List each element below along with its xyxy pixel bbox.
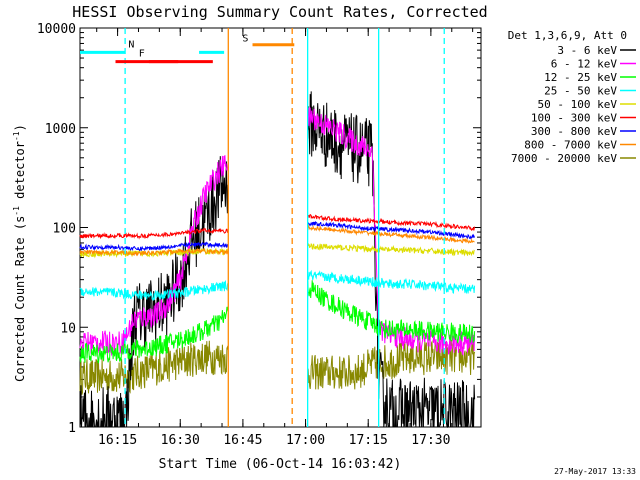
x-tick-label: 17:15 (349, 433, 388, 448)
y-tick-label: 100 (53, 222, 76, 237)
series-25to50keV-kev (79, 269, 476, 301)
series-line (79, 227, 228, 240)
legend-label: 6 - 12 keV (551, 58, 618, 71)
y-axis-label: Corrected Count Rate (s-1 detector-1) (12, 124, 27, 382)
legend-label: 12 - 25 keV (544, 71, 617, 84)
x-tick-label: 16:15 (98, 433, 137, 448)
series-100to300keV-kev (79, 213, 476, 240)
series-line (79, 340, 229, 396)
series-layer (79, 91, 476, 429)
legend-label: 25 - 50 keV (544, 85, 617, 98)
flag-letter-f: F (139, 49, 145, 60)
legend-label: 300 - 800 keV (531, 125, 617, 138)
y-axis-label-sup1: -1 (12, 206, 21, 216)
legend-label: 800 - 7000 keV (524, 139, 617, 152)
x-tick-label: 16:45 (223, 433, 262, 448)
series-line (307, 339, 476, 390)
y-axis-label-sup2: -1 (12, 131, 21, 141)
series-line (307, 213, 476, 232)
series-6to12keV-kev (79, 107, 476, 357)
legend-label: 3 - 6 keV (557, 44, 617, 57)
y-tick-label: 1 (68, 421, 76, 436)
flag-letter-s: S (242, 34, 248, 45)
svg-text:Corrected Count Rate (s-1 dete: Corrected Count Rate (s-1 detector-1) (12, 124, 27, 382)
y-axis-label-mid: detector (13, 141, 27, 206)
x-tick-label: 17:00 (286, 433, 325, 448)
series-12to25keV-kev (79, 280, 476, 364)
legend-label: 50 - 100 keV (538, 98, 618, 111)
legend-label: 100 - 300 keV (531, 112, 617, 125)
y-tick-label: 1000 (45, 122, 76, 137)
x-tick-label: 17:30 (411, 433, 450, 448)
y-axis-label-main: Corrected Count Rate (s (13, 216, 27, 382)
flag-letter-n: N (128, 39, 134, 50)
series-line (79, 247, 229, 257)
legend-header: Det 1,3,6,9, Att 0 (508, 29, 627, 42)
series-800to7000keV-kev (79, 223, 475, 257)
chart-title: HESSI Observing Summary Count Rates, Cor… (72, 3, 487, 21)
series-3to6keV-kev (79, 91, 476, 429)
series-line (307, 220, 476, 240)
series-line (79, 155, 229, 357)
x-tick-label: 16:30 (161, 433, 200, 448)
series-line (307, 242, 475, 257)
series-line (307, 280, 476, 344)
series-line (79, 156, 229, 428)
series-line (79, 279, 229, 301)
plot-axes: 1 10 100 1000 10000 16:15 16:30 16:45 17:00 17:15… (37, 22, 482, 448)
y-tick-label: 10 (60, 321, 76, 336)
footer-timestamp: 27-May-2017 13:33 (554, 467, 636, 476)
series-line (307, 269, 476, 295)
series-7000to20000keV-kev (79, 339, 476, 396)
x-axis-label: Start Time (06-Oct-14 16:03:42) (159, 457, 402, 472)
series-line (79, 241, 229, 252)
series-300to800keV-kev (79, 220, 476, 252)
y-axis-label-end: ) (13, 124, 27, 131)
legend-label: 7000 - 20000 keV (511, 152, 617, 165)
y-tick-label: 10000 (37, 22, 76, 37)
overlay-layer: NF S (80, 28, 445, 427)
series-line (307, 107, 476, 356)
series-line (79, 306, 229, 364)
series-line (307, 223, 475, 244)
series-line (307, 91, 476, 429)
